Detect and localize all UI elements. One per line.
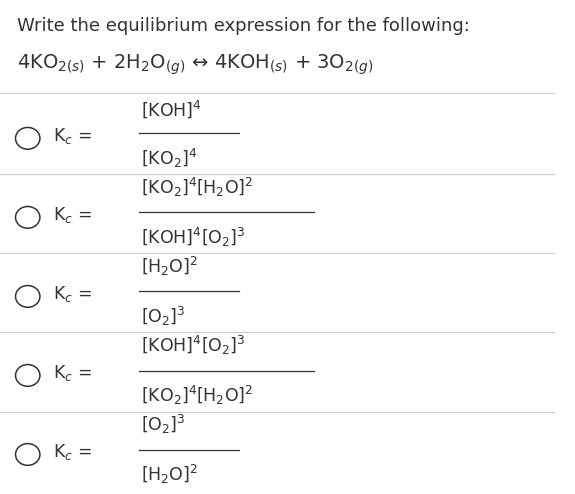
Text: [O$_2$]$^3$: [O$_2$]$^3$	[141, 305, 186, 329]
Text: K$_c$ =: K$_c$ =	[53, 363, 91, 383]
Text: [H$_2$O]$^2$: [H$_2$O]$^2$	[141, 254, 198, 278]
Text: [KOH]$^4$[O$_2$]$^3$: [KOH]$^4$[O$_2$]$^3$	[141, 226, 246, 249]
Text: K$_c$ =: K$_c$ =	[53, 284, 91, 304]
Text: [O$_2$]$^3$: [O$_2$]$^3$	[141, 412, 186, 436]
Text: [KO$_2$]$^4$: [KO$_2$]$^4$	[141, 147, 198, 170]
Text: 4KO$_{2(s)}$ + 2H$_2$O$_{(g)}$ ↔ 4KOH$_{(s)}$ + 3O$_{2(g)}$: 4KO$_{2(s)}$ + 2H$_2$O$_{(g)}$ ↔ 4KOH$_{…	[17, 53, 373, 78]
Text: K$_c$ =: K$_c$ =	[53, 126, 91, 146]
Text: [H$_2$O]$^2$: [H$_2$O]$^2$	[141, 463, 198, 487]
Text: [KOH]$^4$: [KOH]$^4$	[141, 98, 202, 120]
Text: [KOH]$^4$[O$_2$]$^3$: [KOH]$^4$[O$_2$]$^3$	[141, 333, 246, 357]
Text: Write the equilibrium expression for the following:: Write the equilibrium expression for the…	[17, 17, 470, 35]
Text: [KO$_2$]$^4$[H$_2$O]$^2$: [KO$_2$]$^4$[H$_2$O]$^2$	[141, 384, 254, 408]
Text: K$_c$ =: K$_c$ =	[53, 442, 91, 462]
Text: K$_c$ =: K$_c$ =	[53, 205, 91, 225]
Text: [KO$_2$]$^4$[H$_2$O]$^2$: [KO$_2$]$^4$[H$_2$O]$^2$	[141, 175, 254, 199]
